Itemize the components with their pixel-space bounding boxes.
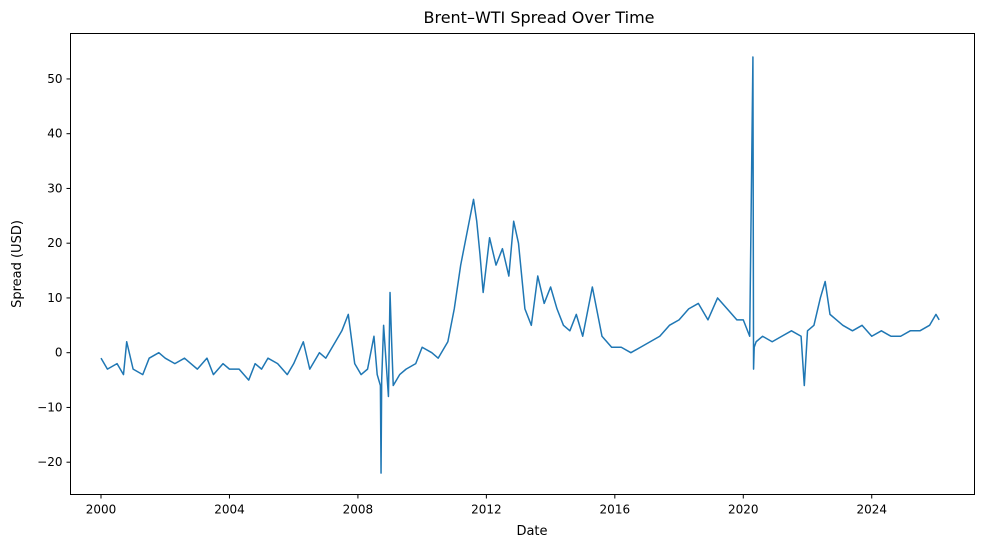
x-tick-label: 2012 <box>471 503 502 517</box>
x-tick-label: 2008 <box>343 503 374 517</box>
y-axis: −20 −10 0 10 20 30 40 50 <box>37 72 71 469</box>
x-tick-label: 2024 <box>856 503 887 517</box>
y-tick-label: 50 <box>47 72 62 86</box>
y-tick-label: 10 <box>47 291 62 305</box>
chart-title: Brent–WTI Spread Over Time <box>423 8 654 27</box>
x-tick-label: 2016 <box>600 503 631 517</box>
y-tick-label: −10 <box>37 400 62 414</box>
x-tick-label: 2020 <box>728 503 759 517</box>
y-tick-label: 20 <box>47 236 62 250</box>
y-tick-label: 0 <box>55 346 63 360</box>
x-tick-label: 2000 <box>86 503 117 517</box>
x-axis: 2000 2004 2008 2012 2016 2020 2024 <box>86 494 887 517</box>
y-tick-label: −20 <box>37 455 62 469</box>
y-tick-label: 40 <box>47 127 62 141</box>
x-axis-label: Date <box>516 524 547 539</box>
x-tick-label: 2004 <box>214 503 245 517</box>
plot-frame <box>70 33 975 495</box>
series-line <box>100 56 940 474</box>
y-tick-label: 30 <box>47 181 62 195</box>
y-axis-label: Spread (USD) <box>10 220 25 308</box>
